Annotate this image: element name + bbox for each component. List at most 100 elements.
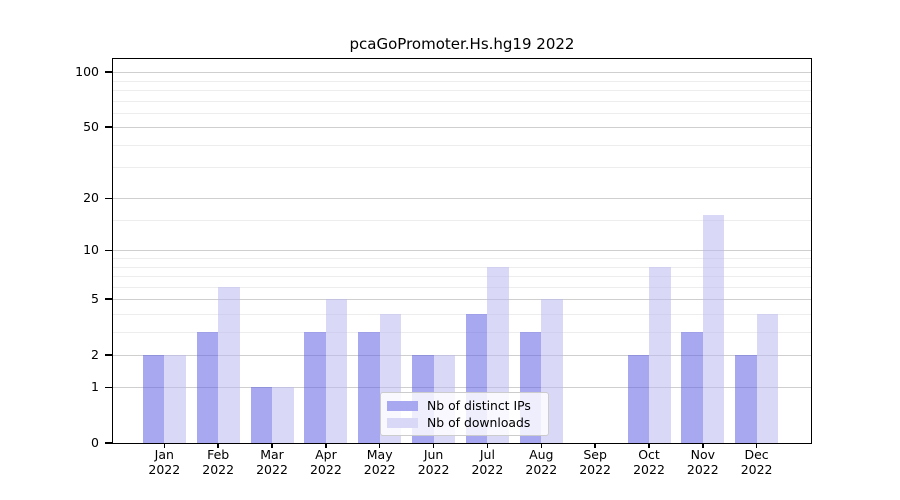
x-tick-label-sep: Sep 2022 (565, 447, 625, 477)
month-label: Aug (529, 447, 554, 462)
month-label: Jan (154, 447, 174, 462)
month-label: Jun (423, 447, 444, 462)
bar-downloads-feb (218, 286, 240, 443)
x-tick-label-nov: Nov 2022 (673, 447, 733, 477)
x-tick-mark-jan (163, 443, 166, 448)
major-gridline (113, 127, 811, 129)
major-gridline (113, 354, 811, 356)
x-tick-mark-dec (755, 443, 758, 448)
y-tick-mark (105, 71, 112, 73)
year-label: 2022 (256, 462, 288, 477)
y-tick-label-50: 50 (83, 119, 99, 135)
y-tick-mark (105, 354, 112, 356)
major-gridline (113, 198, 811, 200)
y-tick-mark (105, 298, 112, 300)
x-tick-label-feb: Feb 2022 (188, 447, 248, 477)
legend-item-distinct-ips: Nb of distinct IPs (387, 397, 542, 414)
year-label: 2022 (417, 462, 450, 477)
year-label: 2022 (363, 462, 396, 477)
x-tick-mark-oct (648, 443, 650, 448)
x-tick-mark-nov (702, 443, 704, 448)
bar-downloads-apr (325, 299, 348, 443)
minor-gridline (113, 80, 811, 82)
legend-item-downloads: Nb of downloads (387, 414, 542, 431)
y-tick-label-100: 100 (75, 64, 99, 80)
bar-distinct-ips-may (358, 331, 380, 443)
minor-gridline (113, 112, 811, 114)
month-label: Nov (690, 447, 715, 462)
x-tick-label-jul: Jul 2022 (457, 447, 517, 477)
x-tick-mark-feb (217, 443, 219, 448)
month-label: Jul (479, 447, 495, 462)
distinct-ips-swatch-icon (387, 400, 418, 411)
y-tick-label-1: 1 (91, 379, 99, 395)
x-tick-label-aug: Aug 2022 (511, 447, 571, 477)
minor-gridline (113, 144, 811, 146)
major-gridline (113, 250, 811, 252)
x-tick-mark-apr (325, 443, 327, 448)
x-tick-label-oct: Oct 2022 (619, 447, 679, 477)
bar-downloads-oct (649, 266, 671, 443)
month-label: Feb (207, 447, 230, 462)
month-label: Oct (638, 447, 660, 462)
y-tick-mark (105, 249, 112, 252)
y-tick-label-20: 20 (83, 190, 99, 206)
minor-gridline (113, 220, 811, 222)
x-tick-label-jun: Jun 2022 (404, 447, 464, 477)
x-tick-label-mar: Mar 2022 (242, 447, 302, 477)
minor-gridline (113, 89, 811, 91)
year-label: 2022 (686, 462, 719, 477)
minor-gridline (113, 167, 811, 169)
bar-downloads-mar (272, 387, 294, 443)
month-label: May (366, 447, 393, 462)
legend: Nb of distinct IPs Nb of downloads (380, 392, 549, 436)
bar-distinct-ips-jan (142, 354, 165, 443)
minor-gridline (113, 258, 811, 259)
y-tick-mark (105, 442, 112, 444)
x-tick-mark-jul (486, 443, 489, 448)
x-tick-label-jan: Jan 2022 (134, 447, 194, 477)
minor-gridline (113, 266, 811, 268)
year-label: 2022 (148, 462, 181, 477)
downloads-swatch-icon (387, 417, 418, 428)
year-label: 2022 (633, 462, 665, 477)
bar-distinct-ips-apr (304, 331, 326, 443)
legend-label-distinct-ips: Nb of distinct IPs (427, 398, 531, 413)
y-tick-label-0: 0 (91, 435, 99, 450)
bar-distinct-ips-dec (735, 354, 757, 443)
bar-downloads-jan (164, 354, 186, 443)
bar-downloads-dec (756, 313, 779, 443)
x-tick-label-may: May 2022 (350, 447, 410, 477)
major-gridline (113, 387, 811, 389)
chart-title: pcaGoPromoter.Hs.hg19 2022 (349, 35, 575, 53)
x-tick-mark-jun (432, 443, 435, 448)
major-gridline (113, 299, 811, 300)
minor-gridline (113, 313, 811, 315)
year-label: 2022 (309, 462, 342, 477)
year-label: 2022 (579, 462, 611, 477)
bar-distinct-ips-oct (627, 354, 649, 443)
year-label: 2022 (202, 462, 235, 477)
minor-gridline (113, 286, 811, 288)
bar-distinct-ips-mar (250, 387, 272, 443)
month-label: Dec (744, 447, 769, 462)
x-tick-mark-aug (540, 443, 542, 448)
minor-gridline (113, 331, 811, 333)
x-tick-label-apr: Apr 2022 (296, 447, 356, 477)
minor-gridline (113, 275, 811, 277)
x-tick-label-dec: Dec 2022 (727, 447, 787, 477)
major-gridline (113, 72, 811, 74)
bar-distinct-ips-feb (196, 331, 219, 443)
y-tick-label-10: 10 (83, 242, 99, 258)
year-label: 2022 (525, 462, 558, 477)
minor-gridline (113, 100, 811, 102)
y-tick-label-2: 2 (91, 346, 99, 362)
legend-label-downloads: Nb of downloads (427, 415, 531, 430)
x-tick-mark-sep (594, 443, 596, 448)
month-label: Sep (583, 447, 607, 462)
x-tick-mark-mar (271, 443, 273, 448)
year-label: 2022 (471, 462, 504, 477)
y-tick-mark (105, 386, 112, 389)
plot-area (113, 59, 811, 443)
